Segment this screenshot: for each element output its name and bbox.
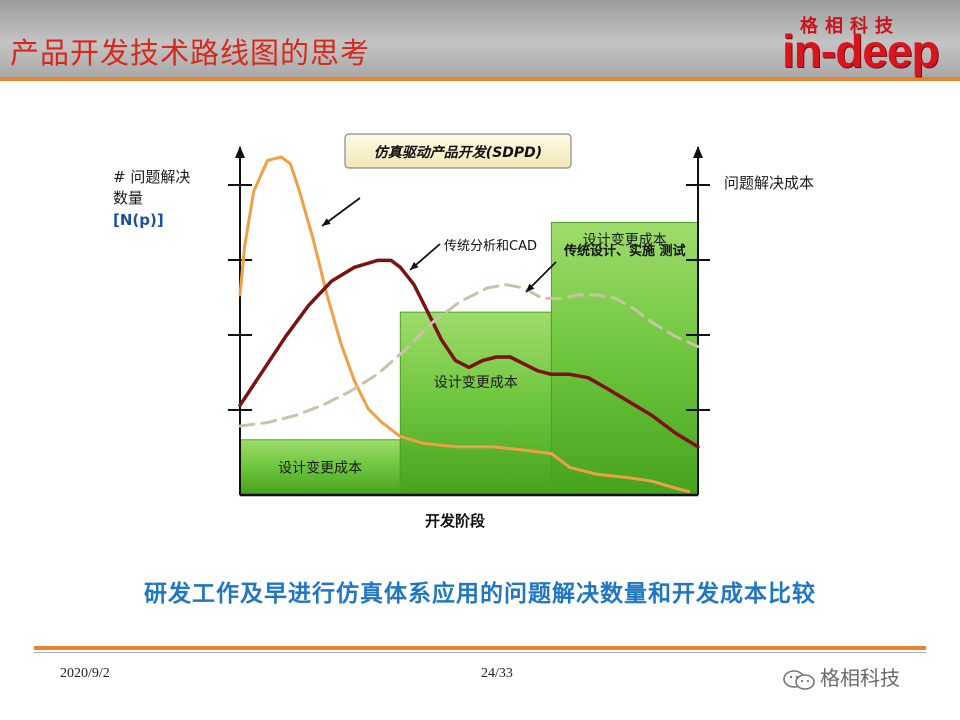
- cost-bar-3: [550, 221, 699, 496]
- cad-annotation-label: 传统分析和CAD: [444, 239, 537, 254]
- cost-bar-label-1: 设计变更成本: [278, 460, 362, 476]
- sdpd-title-box: [344, 133, 572, 169]
- cost-bar-2: [399, 311, 552, 496]
- watermark-text: 格相科技: [820, 666, 900, 690]
- traditional-arrow-head-icon: [526, 283, 535, 292]
- cost-bar-label-2: 设计变更成本: [434, 375, 518, 391]
- left-axis-label-line-2: 数量: [113, 189, 143, 207]
- series-line-3: [238, 283, 700, 428]
- sdpd-title-text: 仿真驱动产品开发(SDPD): [374, 144, 542, 161]
- footer-rule: [34, 646, 926, 650]
- slide-title: 产品开发技术路线图的思考: [10, 36, 371, 70]
- logo-chinese-text: 格相科技: [800, 16, 900, 37]
- wechat-icon: [783, 669, 815, 690]
- x-axis-label: 开发阶段: [425, 512, 485, 530]
- logo-wordmark: in-deep: [782, 25, 940, 77]
- series-line-2: [238, 258, 700, 449]
- slide-header: [0, 0, 960, 78]
- series-line-1: [238, 155, 691, 494]
- left-axis-label-line-1: # 问题解决: [113, 168, 190, 186]
- footer-rule-thin: [34, 652, 926, 653]
- cad-arrow-head-icon: [410, 261, 419, 270]
- cost-bar-label-3: 设计变更成本: [583, 232, 667, 248]
- footer-page-number: 24/33: [481, 666, 513, 681]
- cost-bar-1: [239, 439, 401, 496]
- right-axis-arrow-icon: [693, 146, 703, 158]
- traditional-annotation-label: 传统设计、实施 测试: [563, 243, 686, 259]
- footer-date: 2020/9/2: [60, 666, 110, 681]
- header-rule: [0, 77, 960, 81]
- left-axis-arrow-icon: [235, 146, 245, 158]
- watermark: 格相科技: [782, 662, 900, 691]
- slide-caption: 研发工作及早进行仿真体系应用的问题解决数量和开发成本比较: [144, 581, 816, 607]
- sdpd-arrow-head-icon: [322, 218, 331, 226]
- left-axis-label-line-3: [N(p)]: [113, 211, 164, 229]
- right-axis-label: 问题解决成本: [724, 174, 814, 192]
